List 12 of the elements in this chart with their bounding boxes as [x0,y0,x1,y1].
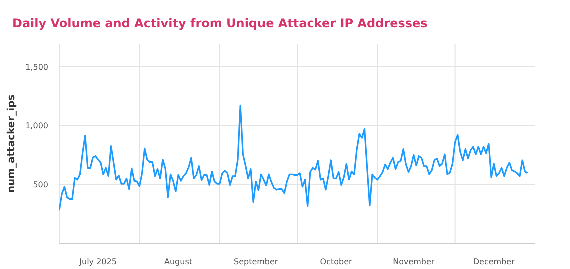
x-tick-label: July 2025 [78,258,117,266]
x-tick-label: October [320,258,354,266]
chart-title: Daily Volume and Activity from Unique Attacker IP Addresses [12,16,428,30]
x-tick-label: September [234,258,279,266]
line-series [60,104,529,212]
x-tick-label: December [473,258,516,266]
y-tick-label: 500 [33,180,49,190]
x-tick-label: November [393,258,436,266]
y-tick-label: 1,500 [26,62,49,72]
x-tick-label: August [164,258,192,266]
y-axis-title: num_attacker_ips [6,94,18,194]
y-tick-label: 1,000 [26,122,49,131]
